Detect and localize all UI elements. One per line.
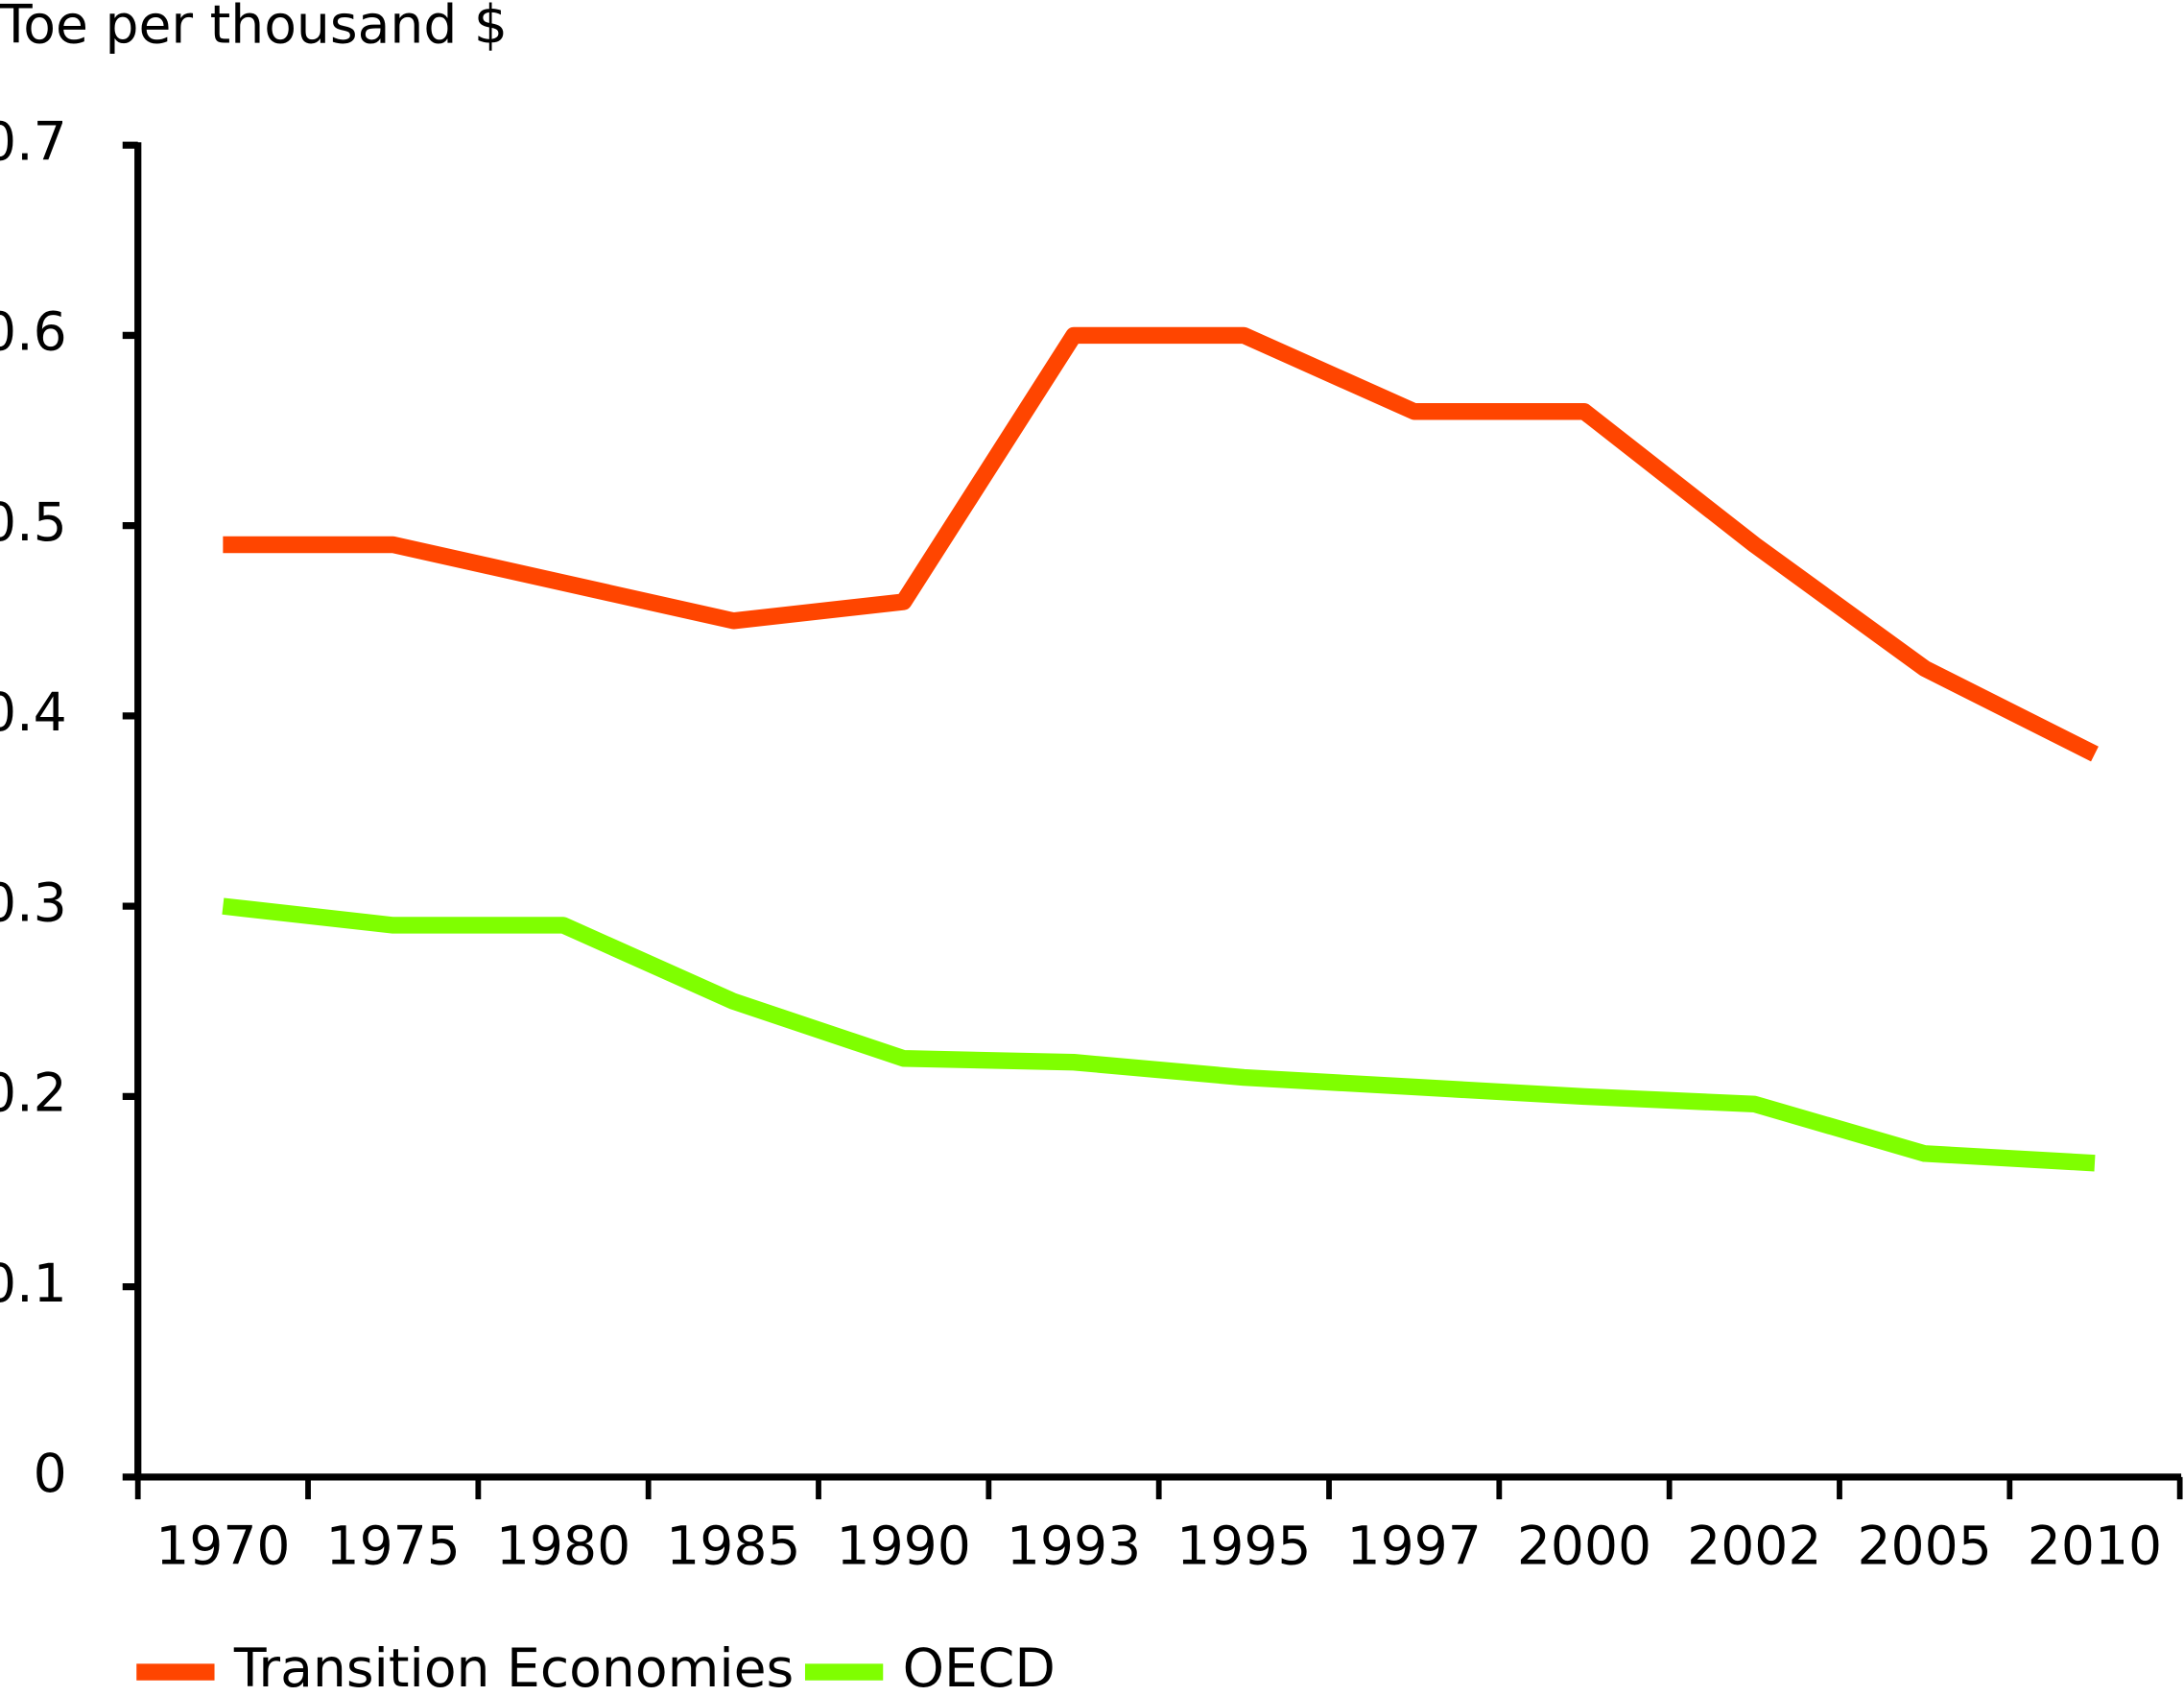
x-tick-label: 1975	[326, 1516, 461, 1577]
x-tick-label: 1985	[666, 1516, 800, 1577]
x-tick-label: 2002	[1687, 1516, 1821, 1577]
y-tick-label: 0.7	[0, 111, 67, 173]
y-tick-label: 0	[34, 1444, 67, 1505]
x-tick-label: 2005	[1857, 1516, 1991, 1577]
x-tick-label: 1970	[155, 1516, 290, 1577]
series-line	[222, 897, 2096, 1172]
x-tick-label: 1993	[1007, 1516, 1141, 1577]
y-tick-label: 0.2	[0, 1063, 67, 1125]
x-tick-label: 1995	[1176, 1516, 1311, 1577]
y-tick-label: 0.4	[0, 682, 67, 744]
series-line	[223, 326, 2099, 762]
x-tick-label: 2000	[1517, 1516, 1651, 1577]
legend-label: Transition Economies	[233, 1638, 794, 1696]
x-tick-label: 2010	[2028, 1516, 2162, 1577]
y-tick-label: 0.3	[0, 872, 67, 934]
y-axis-label: Toe per thousand $	[0, 0, 508, 56]
x-tick-label: 1980	[496, 1516, 630, 1577]
y-tick-label: 0.5	[0, 492, 67, 554]
y-tick-label: 0.1	[0, 1254, 67, 1315]
legend-label: OECD	[903, 1638, 1056, 1696]
y-tick-label: 0.6	[0, 302, 67, 364]
x-tick-label: 1990	[837, 1516, 971, 1577]
x-tick-label: 1997	[1346, 1516, 1481, 1577]
